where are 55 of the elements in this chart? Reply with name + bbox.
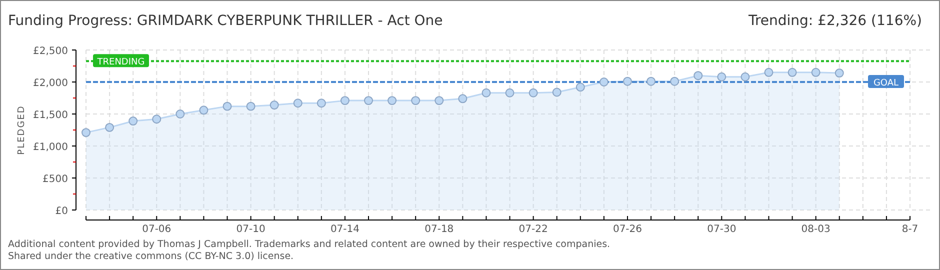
x-tick-label: 07-26 (612, 224, 642, 235)
point (270, 100, 279, 110)
point (340, 96, 350, 106)
point (152, 114, 162, 124)
point (811, 68, 820, 77)
point (717, 72, 726, 82)
y-tick-label: £1,500 (33, 110, 68, 121)
x-tick-label: 07-18 (424, 224, 454, 235)
chart-title: Funding Progress: GRIMDARK CYBERPUNK THRILLER - Act One (8, 13, 443, 29)
x-tick-label: 07-06 (142, 224, 172, 235)
point (576, 82, 585, 92)
x-tick-label: 07-10 (236, 224, 266, 235)
y-axis-title: PLEDGED (17, 105, 27, 155)
point (622, 76, 632, 86)
x-tick-label: 08-03 (801, 224, 830, 235)
y-tick-label: £2,500 (33, 46, 68, 57)
point (599, 78, 608, 86)
point (411, 96, 420, 106)
point (670, 76, 680, 86)
x-tick-label: 07-22 (518, 224, 548, 235)
ref-line-label: TRENDING (96, 58, 145, 68)
y-tick-label: £2,000 (33, 78, 68, 89)
point (434, 96, 444, 106)
x-tick-label: 07-14 (330, 224, 360, 235)
point (505, 88, 514, 98)
text: Shared under the creative commons (CC BY-NC 3.0) license. (8, 251, 294, 262)
point (176, 110, 185, 118)
point (316, 98, 326, 108)
point (694, 71, 703, 80)
point (246, 102, 256, 111)
x-tick-label: 8-7 (902, 224, 918, 235)
point (128, 116, 138, 126)
x-tick-label: 07-30 (707, 224, 736, 235)
point (458, 94, 468, 104)
point (388, 96, 397, 106)
point (740, 72, 750, 82)
point (764, 68, 774, 77)
text: Additional content provided by Thomas J Campbell. Trademarks and related content are owned by their respective companies. (8, 239, 610, 250)
point (222, 102, 232, 111)
point (364, 96, 374, 106)
chart-subtitle: Trending: £2,326 (116%) (747, 13, 922, 29)
point (82, 128, 90, 138)
point (293, 98, 302, 108)
point (482, 88, 491, 98)
point (105, 122, 114, 132)
ref-line-label: GOAL (873, 78, 899, 88)
point (834, 68, 844, 78)
y-tick-label: £0 (55, 206, 68, 217)
point (199, 106, 208, 115)
point (646, 76, 656, 86)
y-tick-label: £1,000 (33, 142, 68, 153)
point (552, 88, 562, 97)
y-tick-label: £500 (42, 174, 68, 185)
point (528, 88, 538, 98)
point (788, 68, 797, 77)
